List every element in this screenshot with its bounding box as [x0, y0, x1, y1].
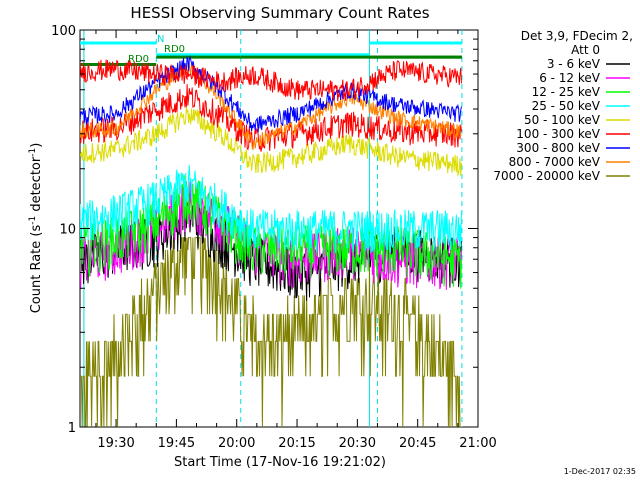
x-tick-label-1: 19:45	[158, 436, 195, 451]
y-axis-title-sup2: -1	[28, 148, 38, 157]
legend-label-2: 12 - 25 keV	[532, 85, 601, 99]
legend-label-5: 100 - 300 keV	[516, 127, 600, 141]
series-line-8	[80, 237, 462, 427]
y-tick-label-1: 10	[59, 223, 76, 238]
x-tick-label-5: 20:45	[399, 436, 436, 451]
annotation-n: N	[157, 34, 164, 45]
y-axis-title-sup: -1	[28, 216, 38, 225]
chart-title: HESSI Observing Summary Count Rates	[130, 4, 429, 22]
legend-label-1: 6 - 12 keV	[539, 71, 601, 85]
x-axis: 19:30 19:45 20:00 20:15 20:30 20:45 21:00	[95, 30, 497, 451]
legend-label-0: 3 - 6 keV	[547, 57, 601, 71]
y-axis-title: Count Rate (s-1 detector-1)	[28, 143, 44, 314]
y-axis-title-tail: detector	[29, 156, 44, 216]
annotation-rd0-2: RD0	[128, 54, 149, 65]
legend-label-7: 800 - 7000 keV	[509, 155, 601, 169]
footer-timestamp: 1-Dec-2017 02:35	[564, 467, 636, 476]
series-line-6	[80, 55, 462, 133]
legend-label-6: 300 - 800 keV	[516, 141, 600, 155]
legend-header-2: Att 0	[571, 43, 600, 57]
series-line-2	[80, 174, 462, 289]
annotation-rd0-1: RD0	[164, 44, 185, 55]
series-line-4	[80, 106, 462, 177]
x-tick-label-6: 21:00	[459, 436, 496, 451]
series-line-7	[80, 62, 462, 151]
y-axis-title-main: Count Rate (s	[29, 225, 44, 314]
y-tick-label-2: 100	[51, 24, 76, 39]
x-tick-label-3: 20:15	[278, 436, 315, 451]
y-tick-label-0: 1	[68, 421, 76, 436]
x-axis-title: Start Time (17-Nov-16 19:21:02)	[174, 455, 386, 470]
x-tick-label-4: 20:30	[339, 436, 376, 451]
y-axis-title-end: )	[29, 143, 44, 148]
plot-layer	[80, 30, 463, 427]
series-line-5	[80, 84, 462, 152]
legend-label-3: 25 - 50 keV	[532, 99, 601, 113]
y-axis: 1 10 100	[51, 24, 478, 436]
series-line-3	[80, 165, 462, 254]
series-line-extra-0	[80, 59, 462, 102]
x-tick-label-2: 20:00	[218, 436, 255, 451]
x-tick-label-0: 19:30	[97, 436, 134, 451]
legend-header-1: Det 3,9, FDecim 2,	[521, 29, 633, 43]
legend-label-4: 50 - 100 keV	[524, 113, 601, 127]
legend-label-8: 7000 - 20000 keV	[493, 169, 600, 183]
